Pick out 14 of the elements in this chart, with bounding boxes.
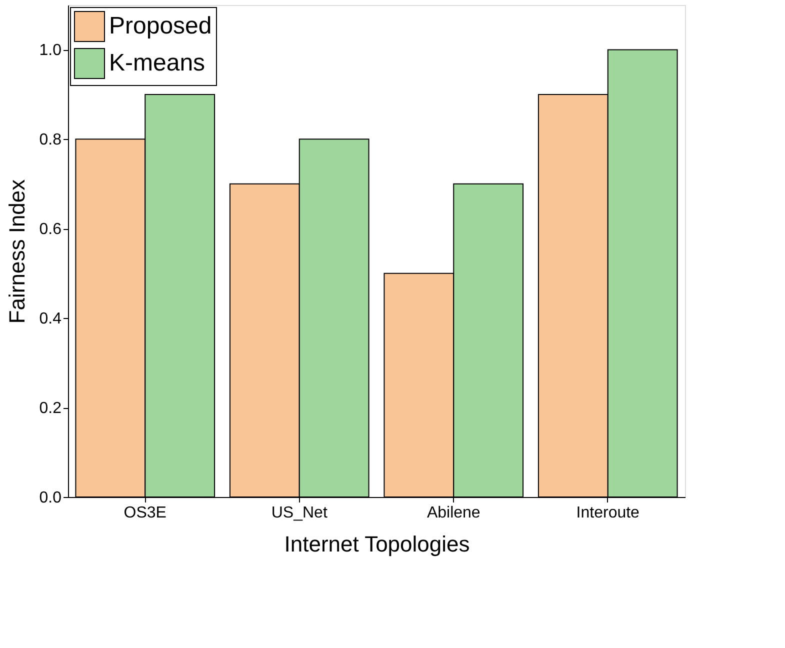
y-tick-label: 1.0: [39, 42, 62, 60]
y-tick-label: 0.6: [39, 221, 62, 238]
legend-label: Proposed: [109, 12, 212, 40]
x-tick-label: US_Net: [271, 504, 328, 522]
y-tick-label: 0.2: [39, 400, 62, 418]
y-tick-label: 0.0: [39, 490, 62, 506]
x-axis-title: Internet Topologies: [284, 532, 470, 556]
x-tick-label: OS3E: [124, 504, 166, 522]
x-tick-label: Abilene: [426, 504, 480, 522]
y-tick-label: 0.4: [39, 310, 62, 328]
x-tick-label: Interoute: [576, 504, 640, 522]
legend-label: K-means: [109, 50, 206, 76]
y-axis-title: Fairness Index: [4, 179, 30, 324]
y-tick-label: 0.8: [39, 132, 62, 149]
